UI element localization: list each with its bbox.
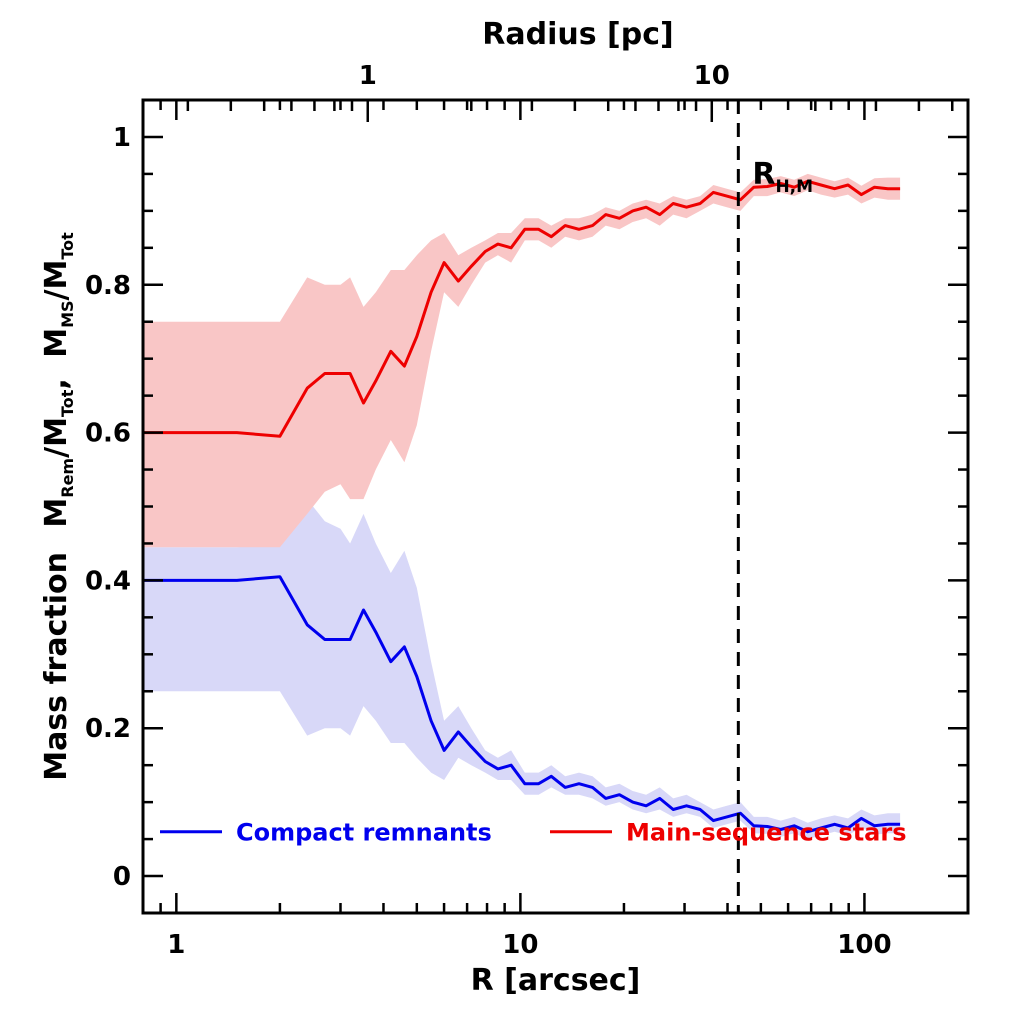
x-tick-label-2: 100 — [837, 930, 891, 960]
y-axis-rem-den: /M — [39, 417, 74, 458]
y-axis-ms-main: M — [39, 328, 74, 358]
y-tick-label-3: 0.6 — [85, 419, 131, 449]
top-tick-label-0: 1 — [359, 61, 377, 91]
y-tick-label-5: 1 — [113, 123, 131, 153]
half-mass-radius-annotation: RH,M — [752, 157, 813, 197]
y-axis-rem-main: M — [39, 498, 74, 528]
legend-label-compact-remnants: Compact remnants — [236, 819, 492, 847]
annotation-sub: H,M — [775, 177, 813, 197]
y-tick-label-0: 0 — [113, 862, 131, 892]
line-series-0 — [143, 575, 901, 834]
y-axis-sep: , — [39, 378, 74, 389]
y-tick-label-2: 0.4 — [85, 566, 131, 596]
series-lines — [143, 179, 901, 834]
band-series-0 — [143, 499, 901, 840]
x-tick-label-0: 1 — [167, 930, 185, 960]
y-axis-title: Mass fraction MRem/MTot, MMS/MTot — [39, 232, 77, 781]
x-tick-label-1: 10 — [502, 930, 538, 960]
y-axis-rem-sub: Rem — [58, 458, 77, 498]
line-series-1 — [143, 179, 901, 438]
y-axis-ms-den-sub: Tot — [58, 232, 77, 260]
axis-ticks — [141, 100, 970, 913]
x-axis-title: R [arcsec] — [471, 963, 641, 998]
top-tick-label-1: 10 — [694, 61, 730, 91]
y-axis-ms-sub: MS — [58, 300, 77, 327]
y-tick-label-1: 0.2 — [85, 714, 131, 744]
y-tick-label-4: 0.8 — [85, 271, 131, 301]
legend-label-main-sequence-stars: Main-sequence stars — [626, 819, 906, 847]
top-axis-title: Radius [pc] — [482, 17, 673, 52]
uncertainty-bands — [143, 173, 901, 840]
band-series-1 — [143, 173, 901, 548]
annotation-main: R — [752, 157, 775, 192]
y-axis-rem-den-sub: Tot — [58, 389, 77, 417]
legend: Compact remnants Main-sequence stars — [160, 819, 906, 847]
y-axis-ms-den: /M — [39, 260, 74, 301]
y-axis-title-text: Mass fraction — [39, 552, 74, 781]
